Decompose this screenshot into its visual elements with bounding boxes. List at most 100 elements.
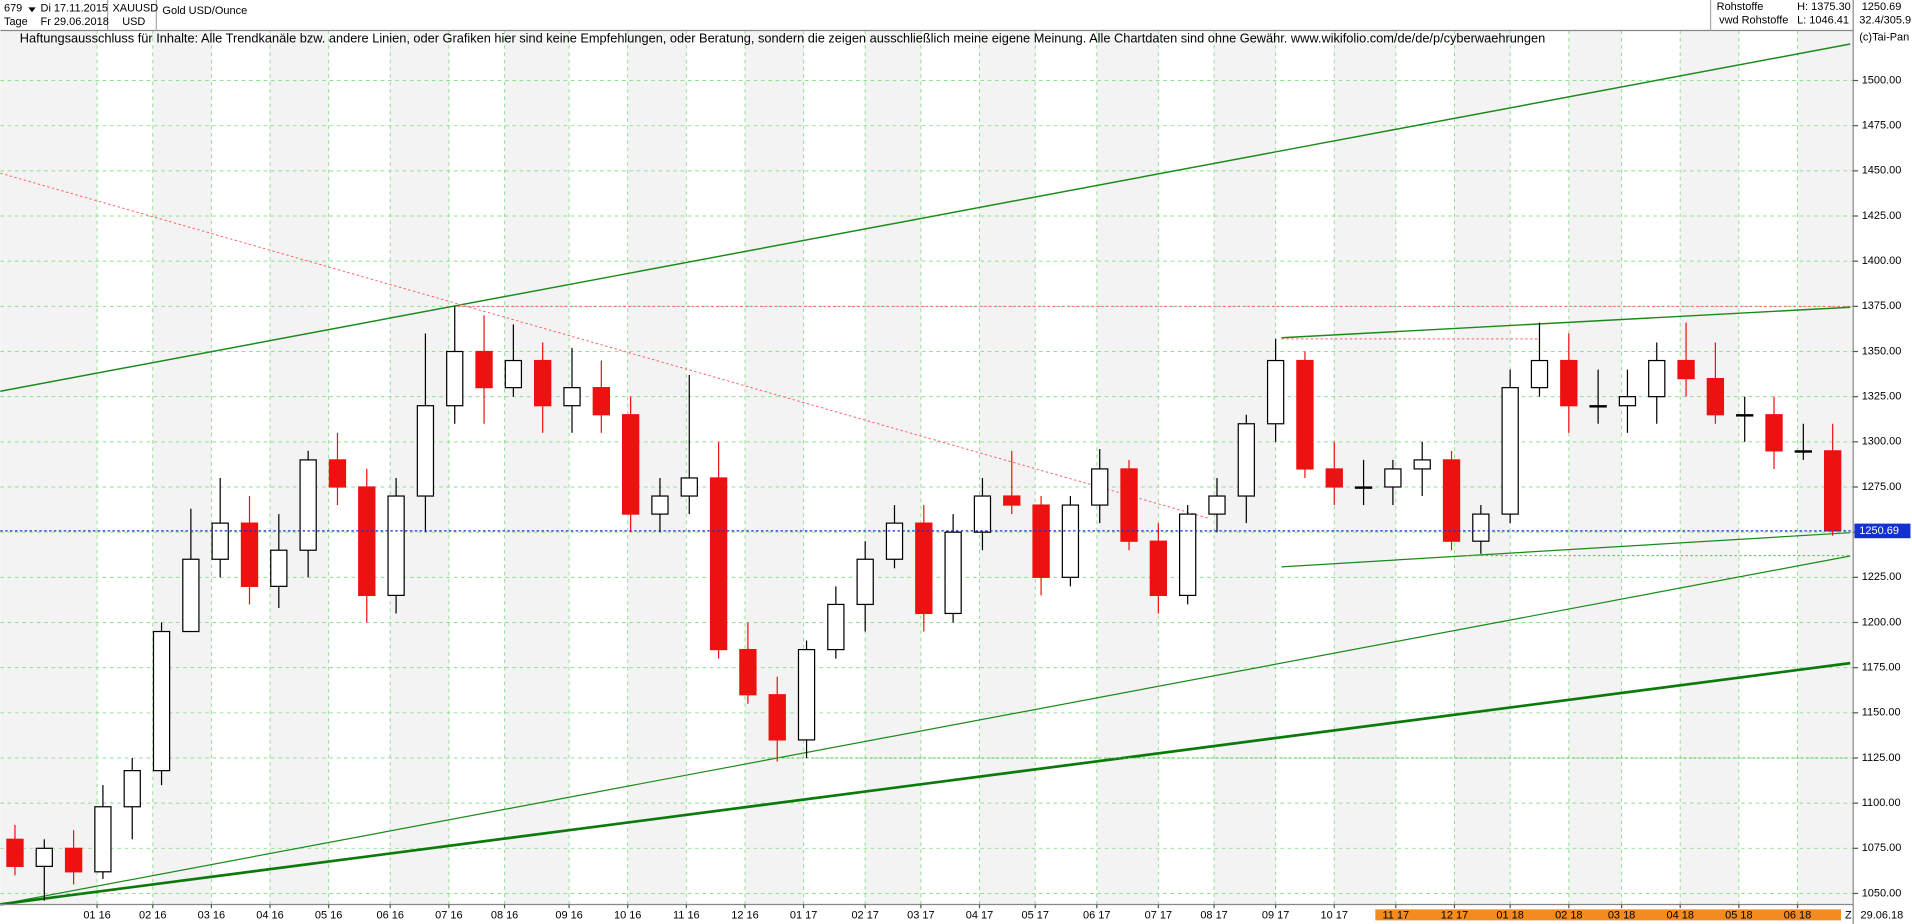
candle-body: [1648, 359, 1666, 398]
x-tick-label: 01 16: [83, 909, 110, 921]
candle-body: [1442, 459, 1461, 542]
candle-body: [651, 495, 669, 515]
candle-body: [768, 694, 786, 741]
candle-body: [211, 522, 229, 560]
x-tick-label: 06 18: [1784, 909, 1811, 921]
x-tick-label: 12 17: [1441, 909, 1468, 921]
header-bar: [0, 0, 1912, 31]
x-tick-label: 07 16: [435, 909, 462, 921]
y-tick-label: 1075.00: [1862, 842, 1902, 854]
month-band: [1096, 30, 1159, 905]
y-tick-label: 1400.00: [1862, 255, 1902, 267]
x-tick-label: 03 17: [907, 909, 934, 921]
trendline: [0, 43, 1851, 392]
candle-body: [123, 770, 141, 808]
candle-body: [1003, 495, 1021, 506]
candle-body: [1736, 414, 1754, 417]
y-tick-label: 1225.00: [1862, 571, 1902, 583]
candle-body: [563, 387, 581, 407]
candle-body: [709, 477, 728, 651]
candle-body: [1530, 359, 1549, 389]
x-tick-label: 09 16: [555, 909, 582, 921]
candle-body: [240, 522, 259, 587]
candle-body: [1589, 405, 1607, 408]
candle-body: [358, 486, 376, 597]
candles: [6, 306, 1842, 901]
x-tick-label: 06 17: [1083, 909, 1110, 921]
candle-body: [797, 648, 816, 741]
period: Tage: [4, 16, 28, 28]
x-tick-label: 02 18: [1555, 909, 1582, 921]
bar-count: 679: [4, 2, 22, 14]
x-tick-label: 02 16: [139, 909, 166, 921]
y-tick-label: 1175.00: [1862, 662, 1901, 674]
candle-body: [1178, 513, 1197, 597]
y-tick-label: 1100.00: [1862, 797, 1901, 809]
x-tick-label: 11 17: [1383, 909, 1410, 921]
candle-body: [1501, 387, 1519, 515]
dropdown-icon[interactable]: [28, 7, 36, 13]
trendline: [0, 661, 1851, 906]
candle-body: [1354, 486, 1373, 489]
candle-body: [1208, 495, 1226, 515]
candle-body: [1061, 504, 1080, 578]
last: 1250.69: [1862, 1, 1902, 13]
y-tick-label: 1125.00: [1862, 752, 1901, 764]
x-tick-label: 04 16: [256, 909, 283, 921]
month-band: [1334, 30, 1396, 905]
x-tick-label: 03 16: [198, 909, 225, 921]
month-band: [1454, 30, 1511, 905]
candle-body: [152, 630, 171, 772]
end-label: 29.06.18: [1860, 909, 1903, 921]
month-band: [865, 30, 921, 905]
x-tick-label: 08 17: [1200, 909, 1227, 921]
candle-body: [973, 495, 992, 533]
y-tick-label: 1350.00: [1862, 345, 1902, 357]
candle-body: [416, 405, 435, 497]
ratio: 32.4/305.9: [1859, 15, 1911, 27]
grid: [0, 30, 1854, 905]
candle-body: [1560, 359, 1578, 407]
candle-body: [592, 387, 610, 416]
x-tick-label: 10 17: [1321, 909, 1348, 921]
month-band: [270, 30, 329, 905]
candle-body: [915, 522, 933, 615]
trendlines: [0, 43, 1851, 906]
y-tick-label: 1275.00: [1862, 481, 1902, 493]
candle-body: [6, 838, 24, 867]
candle-body: [475, 350, 493, 389]
y-tick-label: 1300.00: [1862, 436, 1902, 448]
candle-body: [856, 558, 874, 606]
x-tick-label: 05 17: [1021, 909, 1048, 921]
month-band: [504, 30, 570, 905]
last-price-label: 1250.69: [1859, 525, 1899, 537]
month-band: [744, 30, 804, 905]
trendline: [0, 555, 1851, 905]
candle-body: [1237, 423, 1255, 497]
x-tick-label: 12 16: [731, 909, 758, 921]
copyright: (c)Tai-Pan: [1859, 32, 1909, 44]
candle-body: [1091, 468, 1109, 506]
candle-body: [1325, 468, 1343, 488]
trendline: [1281, 306, 1851, 339]
instrument: Gold USD/Ounce: [162, 5, 247, 17]
candle-body: [1266, 359, 1285, 425]
y-tick-label: 1375.00: [1862, 300, 1902, 312]
x-tick-label: 02 17: [851, 909, 878, 921]
low: L: 1046.41: [1797, 15, 1849, 27]
end-date: Fr 29.06.2018: [41, 16, 109, 28]
y-tick-label: 1425.00: [1862, 210, 1902, 222]
end-marker: Z: [1845, 909, 1852, 921]
month-band: [1680, 30, 1739, 905]
candle-body: [944, 531, 962, 615]
x-tick-label: 06 16: [377, 909, 404, 921]
period-highlight: [1375, 909, 1841, 921]
y-tick-label: 1450.00: [1862, 165, 1902, 177]
start-date: Di 17.11.2015: [41, 2, 109, 14]
candle-body: [446, 350, 464, 407]
last-price-box: [1854, 523, 1911, 539]
y-tick-label: 1150.00: [1862, 707, 1901, 719]
candle-body: [1823, 450, 1842, 532]
candle-body: [621, 414, 640, 515]
